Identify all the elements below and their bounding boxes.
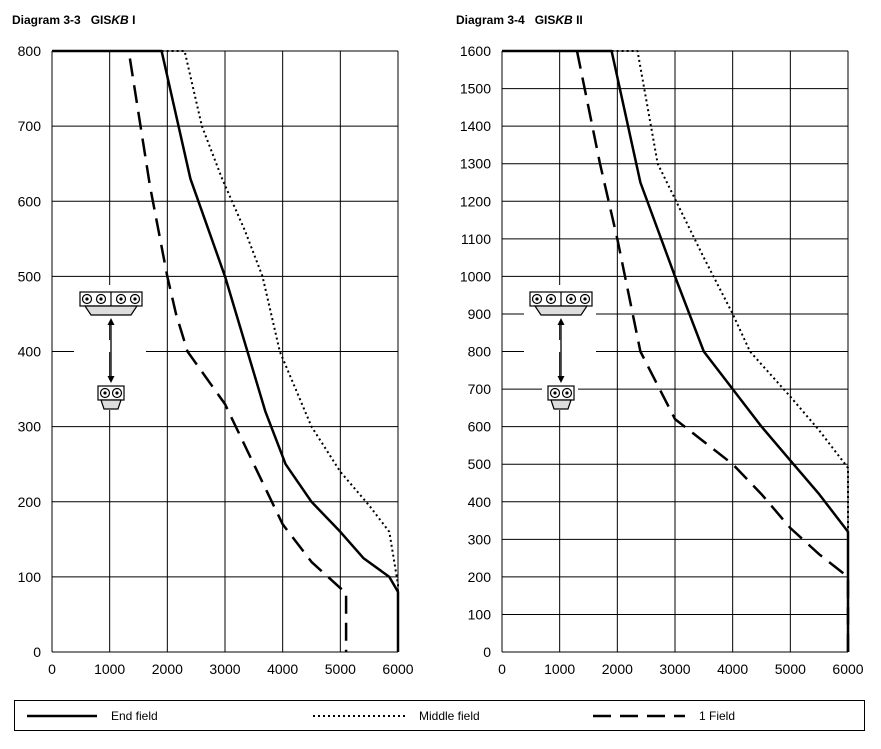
y-tick-label: 1100 (461, 231, 491, 247)
illustration-background (74, 340, 146, 352)
system-name-italic: KB (111, 13, 129, 27)
series-line-1-field (575, 50, 850, 652)
arrow-head-up (107, 318, 115, 325)
trolley-wheel-hub (133, 297, 137, 301)
trolley-wheel-hub (85, 297, 89, 301)
x-tick-label: 0 (48, 661, 56, 677)
legend-swatch-solid (27, 714, 97, 717)
y-tick-label: 1500 (460, 81, 491, 97)
trolley-illustration (529, 291, 593, 410)
trolley-wheel-hub (103, 391, 107, 395)
legend-swatch-dashed (593, 714, 685, 717)
trolley-wheel-hub (119, 297, 123, 301)
y-tick-label: 800 (18, 43, 42, 59)
x-tick-label: 6000 (832, 661, 863, 677)
system-name: GIS (534, 13, 556, 27)
double-trolley-icon (529, 291, 593, 316)
x-tick-label: 3000 (209, 661, 240, 677)
legend-label: Middle field (419, 708, 480, 723)
x-tick-label: 1000 (544, 661, 575, 677)
y-tick-label: 300 (468, 531, 492, 547)
x-tick-label: 4000 (717, 661, 748, 677)
y-tick-label: 900 (468, 306, 492, 322)
y-tick-label: 1600 (460, 43, 491, 59)
x-tick-label: 3000 (659, 661, 690, 677)
trolley-body (533, 305, 589, 316)
y-tick-label: 100 (468, 606, 492, 622)
y-tick-label: 1400 (460, 118, 491, 134)
trolley-body (550, 399, 572, 410)
double-arrow-icon (107, 318, 115, 383)
trolley-wheel-hub (549, 297, 553, 301)
trolley-wheel-hub (535, 297, 539, 301)
legend-label: 1 Field (699, 708, 736, 723)
trolley-body (83, 305, 139, 316)
trolley-wheel-hub (583, 297, 587, 301)
trolley-body (100, 399, 122, 410)
legend-label: End field (111, 708, 158, 723)
y-tick-label: 100 (18, 569, 42, 585)
arrow-head-down (107, 376, 115, 383)
diagram-title-right: Diagram 3-4 GISKB II (456, 13, 583, 27)
legend-swatch-dotted (313, 714, 405, 717)
y-tick-label: 200 (468, 569, 492, 585)
x-tick-label: 1000 (94, 661, 125, 677)
x-tick-label: 5000 (325, 661, 356, 677)
legend-item-middle-field: Middle field (313, 701, 480, 730)
system-suffix: II (572, 13, 583, 27)
system-name: GIS (90, 13, 112, 27)
trolley-wheel-hub (553, 391, 557, 395)
system-name-italic: KB (555, 13, 573, 27)
series-line-middle-field (161, 50, 399, 652)
y-tick-label: 700 (468, 381, 492, 397)
y-tick-label: 700 (18, 118, 42, 134)
y-tick-label: 200 (18, 494, 42, 510)
y-tick-label: 800 (468, 344, 492, 360)
double-arrow-icon (557, 318, 565, 383)
trolley-wheel-hub (99, 297, 103, 301)
x-tick-label: 5000 (775, 661, 806, 677)
series-line-1-field (128, 58, 348, 652)
legend-item-1-field: 1 Field (593, 701, 735, 730)
y-tick-label: 600 (18, 193, 42, 209)
x-tick-label: 2000 (152, 661, 183, 677)
x-tick-label: 4000 (267, 661, 298, 677)
legend: End field Middle field 1 Field (14, 700, 865, 731)
y-tick-label: 1200 (460, 193, 491, 209)
y-tick-label: 0 (33, 644, 41, 660)
y-tick-label: 600 (468, 419, 492, 435)
arrow-head-up (557, 318, 565, 325)
y-tick-label: 0 (483, 644, 491, 660)
y-tick-label: 500 (468, 456, 492, 472)
illustration-background (524, 340, 596, 352)
diagram-number: Diagram 3-4 (456, 13, 525, 27)
diagram-title-left: Diagram 3-3 GISKB I (12, 13, 135, 27)
trolley-wheel-hub (569, 297, 573, 301)
trolley-wheel-hub (565, 391, 569, 395)
trolley-illustration (79, 291, 143, 410)
legend-item-end-field: End field (27, 701, 158, 730)
y-tick-label: 1000 (460, 268, 491, 284)
system-suffix: I (128, 13, 136, 27)
double-trolley-icon (79, 291, 143, 316)
y-tick-label: 300 (18, 419, 42, 435)
x-tick-label: 2000 (602, 661, 633, 677)
arrow-head-down (557, 376, 565, 383)
trolley-wheel-hub (115, 391, 119, 395)
diagram-number: Diagram 3-3 (12, 13, 81, 27)
y-tick-label: 400 (18, 344, 42, 360)
series-line-end-field (502, 49, 850, 652)
series-line-end-field (52, 49, 400, 652)
x-tick-label: 6000 (382, 661, 413, 677)
y-tick-label: 500 (18, 268, 42, 284)
y-tick-label: 400 (468, 494, 492, 510)
y-tick-label: 1300 (460, 156, 491, 172)
x-tick-label: 0 (498, 661, 506, 677)
